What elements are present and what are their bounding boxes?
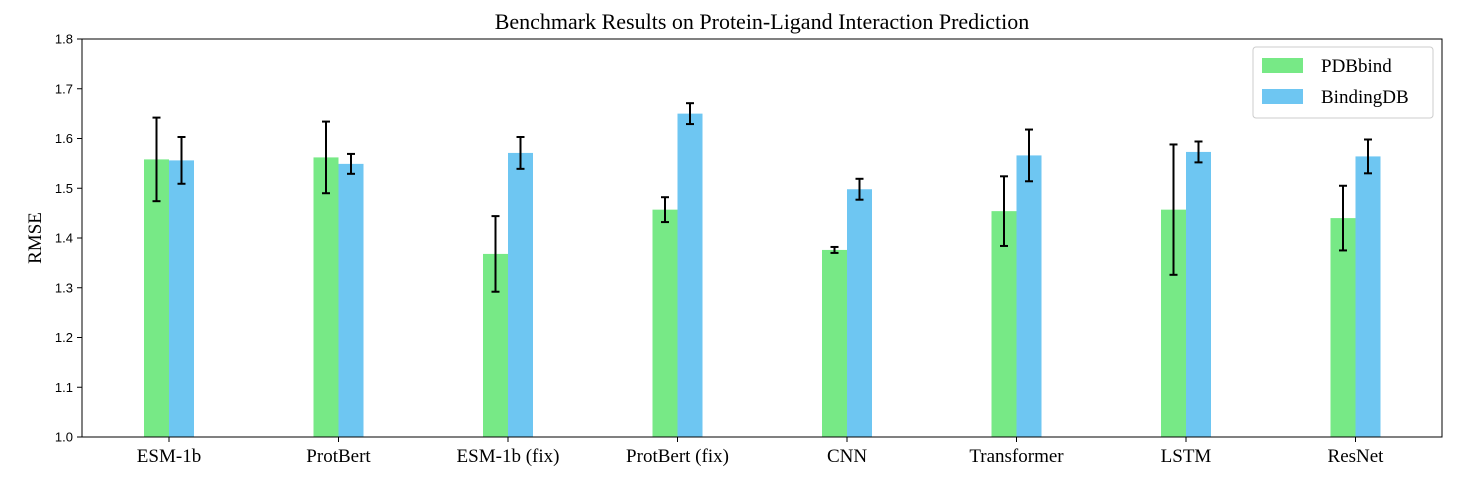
- bar-pdbbind: [1330, 218, 1356, 437]
- legend-swatch: [1262, 89, 1303, 104]
- y-tick-label: 1.6: [55, 131, 73, 146]
- y-tick-label: 1.7: [55, 81, 73, 96]
- bar-pdbbind: [144, 159, 169, 437]
- y-axis-label: RMSE: [25, 212, 46, 264]
- bar-pdbbind: [652, 209, 678, 437]
- error-bars-layer: [152, 102, 1372, 293]
- x-axis-ticks: ESM-1b ProtBert ESM-1b (fix) ProtBert (fix)…: [137, 437, 1384, 467]
- bar-bindingdb: [677, 113, 703, 437]
- bars-layer: [144, 113, 1381, 438]
- legend-swatch: [1262, 58, 1303, 73]
- bar-pdbbind: [822, 249, 847, 437]
- legend-label: PDBbind: [1321, 56, 1392, 77]
- legend-label: BindingDB: [1321, 87, 1409, 108]
- y-tick-label: 1.1: [55, 380, 73, 395]
- legend: PDBbind BindingDB: [1252, 46, 1434, 119]
- y-tick-label: 1.0: [55, 430, 73, 445]
- x-tick-label: Transformer: [969, 446, 1064, 467]
- bar-bindingdb: [1355, 156, 1381, 437]
- x-tick-label: LSTM: [1161, 446, 1212, 467]
- y-tick-label: 1.3: [55, 280, 73, 295]
- x-tick-label: ESM-1b (fix): [457, 446, 560, 467]
- y-tick-label: 1.2: [55, 330, 73, 345]
- bar-bindingdb: [169, 160, 194, 437]
- bar-bindingdb: [1016, 155, 1042, 438]
- x-tick-label: ESM-1b: [137, 446, 201, 467]
- bar-bindingdb: [847, 189, 872, 437]
- y-tick-label: 1.4: [55, 231, 73, 246]
- chart-title: Benchmark Results on Protein-Ligand Inte…: [495, 9, 1030, 34]
- x-tick-label: CNN: [827, 446, 867, 467]
- bar-pdbbind: [991, 211, 1017, 437]
- plot-area-frame: [81, 38, 1443, 438]
- y-tick-label: 1.5: [55, 181, 73, 196]
- bar-bindingdb: [338, 163, 364, 437]
- x-tick-label: ProtBert: [306, 446, 371, 467]
- x-tick-label: ResNet: [1328, 446, 1385, 467]
- bar-pdbbind: [313, 157, 339, 437]
- bar-bindingdb: [508, 152, 533, 438]
- y-axis-ticks: 1.0 1.1 1.2 1.3 1.4 1.5 1.6 1.7 1.8: [55, 32, 82, 445]
- bar-bindingdb: [1186, 151, 1211, 437]
- y-tick-label: 1.8: [55, 32, 73, 47]
- x-tick-label: ProtBert (fix): [626, 446, 729, 467]
